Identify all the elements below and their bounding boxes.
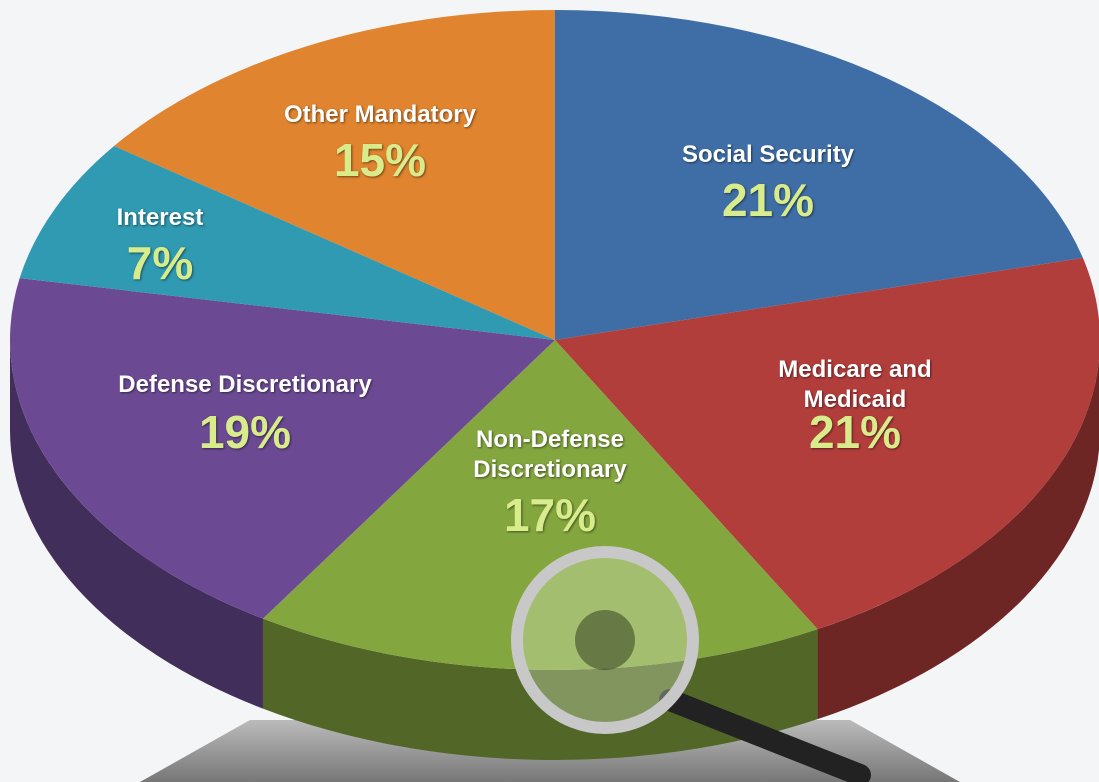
value-label: 7% (127, 236, 193, 290)
value-label: 19% (199, 405, 291, 459)
value-label: 17% (504, 488, 596, 542)
value-label: 21% (722, 173, 814, 227)
value-label: 15% (334, 133, 426, 187)
page: {"chart_data": {"type": "pie", "categori… (0, 0, 1099, 782)
slice-label: Defense Discretionary (115, 370, 375, 400)
magnifier-focus (575, 610, 635, 670)
value-label: 21% (809, 405, 901, 459)
slice-label: Interest (30, 203, 290, 233)
slice-label: Non-Defense Discretionary (445, 425, 655, 485)
slice-label: Social Security (638, 140, 898, 170)
slice-label: Other Mandatory (250, 100, 510, 130)
